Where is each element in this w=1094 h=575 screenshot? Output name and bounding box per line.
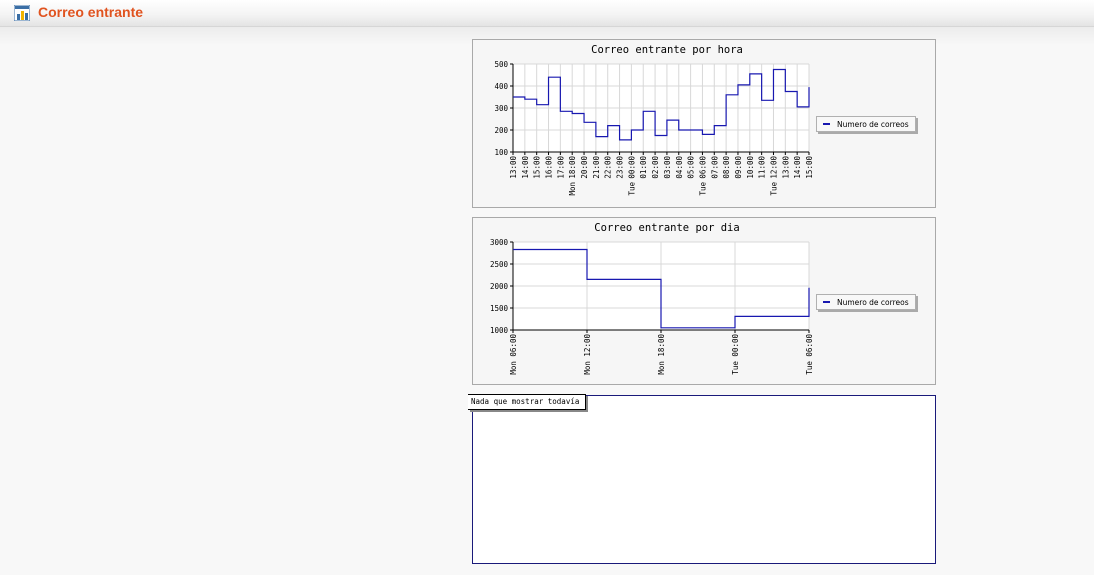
hourly-chart: Correo entrante por hora 100 200 300 400 500 1… (472, 39, 936, 208)
daily-chart: Correo entrante por dia 1000 1500 2000 2500 3… (472, 217, 936, 385)
x-tick-label: 18:00 (568, 156, 577, 179)
x-tick-label: 08:00 (722, 156, 731, 179)
hourly-chart-svg: Correo entrante por hora 100 200 300 400 500 1… (494, 44, 814, 196)
daily-chart-svg: Correo entrante por dia 1000 1500 2000 2500 3… (490, 222, 814, 375)
x-tick-label: Tue 06:00 (805, 334, 814, 375)
x-tick-label: 14:00 (521, 156, 530, 179)
x-day-label: Tue (769, 182, 778, 196)
series-line (513, 68, 810, 141)
bar-chart-icon (14, 5, 30, 21)
y-tick-label: 2000 (490, 282, 509, 291)
x-tick-label: 10:00 (746, 156, 755, 179)
x-tick-label: 00:00 (627, 156, 636, 179)
y-tick-label: 500 (494, 60, 508, 69)
empty-message-tab: Nada que mostrar todavía (468, 394, 587, 410)
x-tick-label: 15:00 (533, 156, 542, 179)
x-tick-label: 12:00 (769, 156, 778, 179)
x-tick-label: 07:00 (710, 156, 719, 179)
x-tick-label: Mon 12:00 (583, 334, 592, 375)
x-tick-label: 15:00 (805, 156, 814, 179)
x-tick-label: 13:00 (509, 156, 518, 179)
x-tick-label: 11:00 (758, 156, 767, 179)
page-title: Correo entrante (38, 4, 144, 20)
x-day-label: Tue (627, 182, 636, 196)
legend-swatch (823, 301, 830, 303)
y-tick-label: 2500 (490, 260, 509, 269)
x-tick-label: 02:00 (651, 156, 660, 179)
y-tick-label: 300 (494, 104, 508, 113)
x-day-label: Tue (698, 182, 707, 196)
x-tick-label: 05:00 (687, 156, 696, 179)
legend-label: Numero de correos (837, 297, 909, 307)
x-tick-label: 23:00 (616, 156, 625, 179)
chart-title: Correo entrante por dia (594, 222, 739, 234)
x-tick-label: 06:00 (698, 156, 707, 179)
header-bar: Correo entrante (0, 0, 1094, 27)
x-tick-label: 03:00 (663, 156, 672, 179)
x-tick-label: 09:00 (734, 156, 743, 179)
x-tick-label: 01:00 (639, 156, 648, 179)
x-tick-label: 14:00 (793, 156, 802, 179)
x-tick-label: 04:00 (675, 156, 684, 179)
chart-title: Correo entrante por hora (591, 44, 743, 56)
x-tick-label: 21:00 (592, 156, 601, 179)
x-tick-label: Tue 00:00 (731, 334, 740, 375)
x-tick-label: Mon 18:00 (657, 334, 666, 375)
x-tick-label: 13:00 (781, 156, 790, 179)
x-day-label: Mon (568, 182, 577, 196)
y-tick-label: 1000 (490, 326, 509, 335)
y-tick-label: 200 (494, 126, 508, 135)
message-area (472, 395, 936, 564)
y-tick-label: 3000 (490, 238, 509, 247)
x-tick-label: 22:00 (604, 156, 613, 179)
x-tick-label: 20:00 (580, 156, 589, 179)
x-tick-label: Mon 06:00 (509, 334, 518, 375)
hourly-legend: Numero de correos (816, 116, 916, 132)
y-tick-label: 1500 (490, 304, 509, 313)
y-tick-label: 400 (494, 82, 508, 91)
y-tick-label: 100 (494, 148, 508, 157)
x-tick-label: 16:00 (545, 156, 554, 179)
legend-swatch (823, 123, 830, 125)
legend-label: Numero de correos (837, 119, 909, 129)
x-tick-label: 17:00 (556, 156, 565, 179)
daily-legend: Numero de correos (816, 294, 916, 310)
